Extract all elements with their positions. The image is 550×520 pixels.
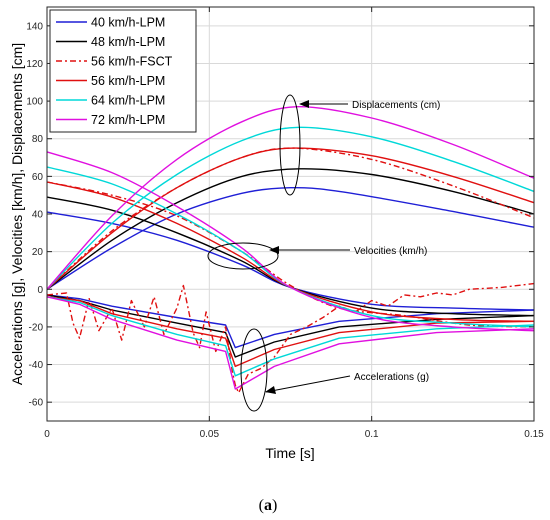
- y-tick-label: -40: [29, 360, 44, 371]
- series-40-km-h-lpm-displacement-line: [46, 186, 535, 290]
- axes-layer: 0 0.05 0.1 0.15 -60 -40 -20 0 20 40 60 80 100 120 140: [26, 6, 544, 440]
- legend-label: 48 km/h-LPM: [91, 35, 165, 49]
- series-48-km-h-lpm-velocity-line: [46, 196, 535, 317]
- velocity-ellipse: [207, 242, 279, 270]
- series-56-km-h-lpm-displacement-line: [46, 147, 535, 290]
- y-tick-label: 140: [26, 21, 43, 32]
- legend: 40 km/h-LPM 48 km/h-LPM 56 km/h-FSCT 56 km/…: [49, 9, 197, 133]
- series-72-km-h-lpm-displacement-line: [46, 105, 535, 290]
- y-tick-label: 0: [37, 285, 43, 296]
- series-48-km-h-lpm-displacement-line: [46, 168, 535, 290]
- legend-label: 40 km/h-LPM: [91, 16, 165, 30]
- annotation-velocities: Velocities (km/h): [354, 246, 427, 257]
- acceleration-ellipse: [240, 328, 268, 412]
- series-72-km-h-lpm-velocity-line: [46, 151, 535, 332]
- velocity-arrowhead: [269, 246, 279, 254]
- acceleration-arrowhead: [265, 386, 276, 394]
- caption-text: (a): [259, 497, 278, 514]
- series-layer: [46, 105, 535, 394]
- series-40-km-h-lpm-acceleration-line: [46, 294, 535, 349]
- acceleration-arrow: [265, 375, 351, 393]
- x-tick-label: 0.1: [365, 429, 379, 440]
- x-tick-label: 0: [44, 429, 50, 440]
- legend-label: 64 km/h-LPM: [91, 94, 165, 108]
- series-72-km-h-lpm-acceleration-line: [46, 296, 535, 390]
- y-tick-label: 80: [32, 134, 44, 145]
- series-40-km-h-lpm-velocity-line: [46, 211, 535, 311]
- annotation-layer: Displacements (cm) Velocities (km/h) Acc…: [207, 94, 440, 412]
- legend-label: 56 km/h-LPM: [91, 74, 165, 88]
- legend-label: 56 km/h-FSCT: [91, 55, 173, 69]
- x-axis-title: Time [s]: [265, 445, 314, 461]
- legend-box: [49, 9, 197, 133]
- caption-close-paren: ): [272, 497, 277, 514]
- caption-letter: a: [264, 497, 272, 514]
- x-tick-label: 0.15: [524, 429, 544, 440]
- series-48-km-h-lpm-acceleration-line: [46, 294, 535, 358]
- x-tick-label: 0.05: [200, 429, 220, 440]
- displacement-ellipse: [279, 94, 301, 196]
- annotation-accelerations: Accelerations (g): [354, 372, 429, 383]
- y-tick-label: 20: [32, 247, 44, 258]
- figure-caption: (a): [259, 497, 278, 514]
- y-tick-label: 100: [26, 97, 43, 108]
- y-tick-label: -60: [29, 398, 44, 409]
- series-64-km-h-lpm-displacement-line: [46, 126, 535, 290]
- series-56-km-h-lpm-velocity-line: [46, 181, 535, 322]
- y-tick-label: 40: [32, 210, 44, 221]
- grid: [47, 7, 534, 421]
- y-axis-title: Accelerations [g], Velocities [km/h], Di…: [9, 43, 25, 385]
- displacement-arrowhead: [299, 100, 309, 108]
- annotation-displacements: Displacements (cm): [352, 100, 440, 111]
- series-64-km-h-lpm-acceleration-line: [46, 296, 535, 377]
- y-tick-label: -20: [29, 322, 44, 333]
- y-tick-label: 120: [26, 59, 43, 70]
- series-56-km-h-lpm-acceleration-line: [46, 296, 535, 368]
- series-56-km-h-fsct-acceleration-line: [46, 282, 535, 394]
- series-64-km-h-lpm-velocity-line: [46, 166, 535, 328]
- y-tick-label: 60: [32, 172, 44, 183]
- legend-label: 72 km/h-LPM: [91, 113, 165, 127]
- caption-open-paren: (: [259, 497, 264, 514]
